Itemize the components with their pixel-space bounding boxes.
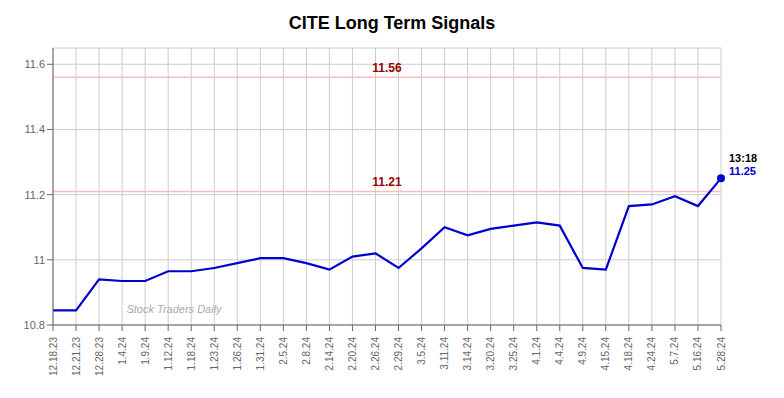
svg-text:12.28.23: 12.28.23	[94, 337, 105, 376]
svg-text:1.12.24: 1.12.24	[163, 337, 174, 371]
svg-text:13:18: 13:18	[729, 152, 757, 164]
svg-text:4.24.24: 4.24.24	[646, 337, 657, 371]
svg-text:3.5.24: 3.5.24	[416, 337, 427, 365]
svg-text:5.28.24: 5.28.24	[716, 337, 727, 371]
svg-text:11.6: 11.6	[24, 58, 45, 70]
svg-text:1.26.24: 1.26.24	[232, 337, 243, 371]
svg-text:4.1.24: 4.1.24	[531, 337, 542, 365]
svg-text:3.14.24: 3.14.24	[462, 337, 473, 371]
svg-text:11.2: 11.2	[24, 189, 45, 201]
svg-text:1.18.24: 1.18.24	[186, 337, 197, 371]
svg-text:11.21: 11.21	[372, 175, 402, 189]
svg-text:5.16.24: 5.16.24	[692, 337, 703, 371]
svg-text:12.18.23: 12.18.23	[48, 337, 59, 376]
svg-text:2.26.24: 2.26.24	[370, 337, 381, 371]
svg-text:2.29.24: 2.29.24	[393, 337, 404, 371]
svg-text:1.31.24: 1.31.24	[255, 337, 266, 371]
svg-text:2.14.24: 2.14.24	[324, 337, 335, 371]
svg-text:12.21.23: 12.21.23	[71, 337, 82, 376]
svg-text:1.9.24: 1.9.24	[140, 337, 151, 365]
svg-text:4.4.24: 4.4.24	[554, 337, 565, 365]
svg-text:10.8: 10.8	[24, 319, 45, 331]
html-text:Stock Traders Daily: Stock Traders Daily	[126, 303, 222, 315]
svg-text:2.20.24: 2.20.24	[347, 337, 358, 371]
svg-text:5.7.24: 5.7.24	[669, 337, 680, 365]
svg-text:1.23.24: 1.23.24	[209, 337, 220, 371]
svg-text:11.25: 11.25	[729, 165, 756, 177]
svg-text:3.11.24: 3.11.24	[439, 337, 450, 370]
svg-text:2.8.24: 2.8.24	[301, 337, 312, 365]
svg-text:1.4.24: 1.4.24	[117, 337, 128, 365]
svg-text:11: 11	[34, 254, 45, 266]
html-text:CITE Long Term Signals: CITE Long Term Signals	[288, 13, 496, 33]
svg-text:11.4: 11.4	[24, 123, 45, 135]
svg-text:4.18.24: 4.18.24	[623, 337, 634, 371]
svg-text:3.25.24: 3.25.24	[508, 337, 519, 371]
svg-text:11.56: 11.56	[372, 61, 402, 75]
svg-text:4.15.24: 4.15.24	[600, 337, 611, 371]
svg-text:2.5.24: 2.5.24	[278, 337, 289, 365]
svg-text:3.20.24: 3.20.24	[485, 337, 496, 371]
svg-text:4.9.24: 4.9.24	[577, 337, 588, 365]
